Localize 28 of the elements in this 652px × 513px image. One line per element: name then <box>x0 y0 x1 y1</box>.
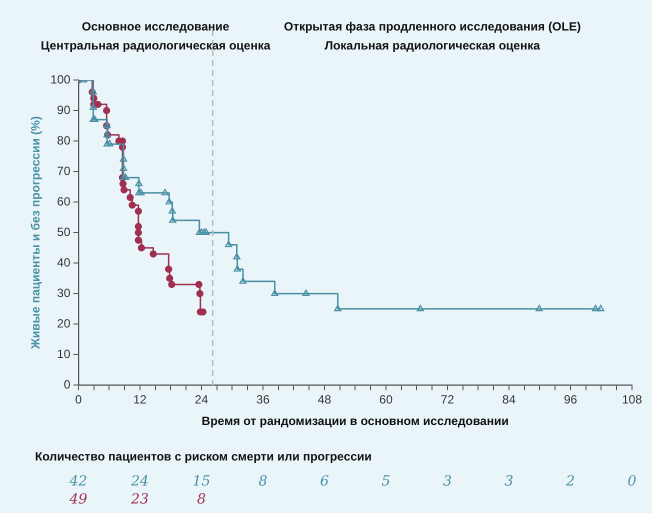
y-tick-label: 90 <box>57 102 71 117</box>
x-tick-label: 36 <box>256 392 270 407</box>
y-tick-label: 70 <box>57 164 71 178</box>
x-tick-label: 0 <box>75 392 82 407</box>
y-tick-label: 0 <box>64 378 71 392</box>
x-tick-label: 60 <box>379 392 393 407</box>
text: Количество пациентов с риском смерти или прогрессии <box>35 449 372 464</box>
x-axis-title: Время от рандомизации в основном исследовании <box>202 414 509 428</box>
y-tick-label: 30 <box>57 286 71 300</box>
text: 42 24 15 8 6 5 3 3 2 0 <box>70 474 636 490</box>
y-tick-label: 40 <box>57 255 71 270</box>
x-tick-label: 108 <box>622 392 642 407</box>
y-tick-label: 100 <box>50 72 71 86</box>
y-tick-label: 20 <box>57 316 71 330</box>
x-tick-label: 24 <box>194 392 208 407</box>
x-tick-label: 72 <box>440 392 454 407</box>
x-tick-label: 12 <box>133 392 147 407</box>
y-tick-label: 80 <box>57 133 71 148</box>
x-tick-label: 48 <box>318 392 332 407</box>
text: Основное исследование Центральная радиологическая оценка <box>40 19 271 52</box>
y-tick-label: 50 <box>57 224 71 239</box>
text: 49 23 8 <box>70 492 206 508</box>
x-tick-label: 84 <box>502 392 516 407</box>
y-tick-label: 10 <box>57 346 71 361</box>
x-tick-label: 96 <box>564 392 578 407</box>
text: Открытая фаза продленного исследования (OLE) Локальная радиологическая оценка <box>284 19 581 52</box>
y-tick-label: 60 <box>57 194 71 208</box>
y-axis-title: Живые пациенты и без прогрессии (%) <box>28 116 43 350</box>
